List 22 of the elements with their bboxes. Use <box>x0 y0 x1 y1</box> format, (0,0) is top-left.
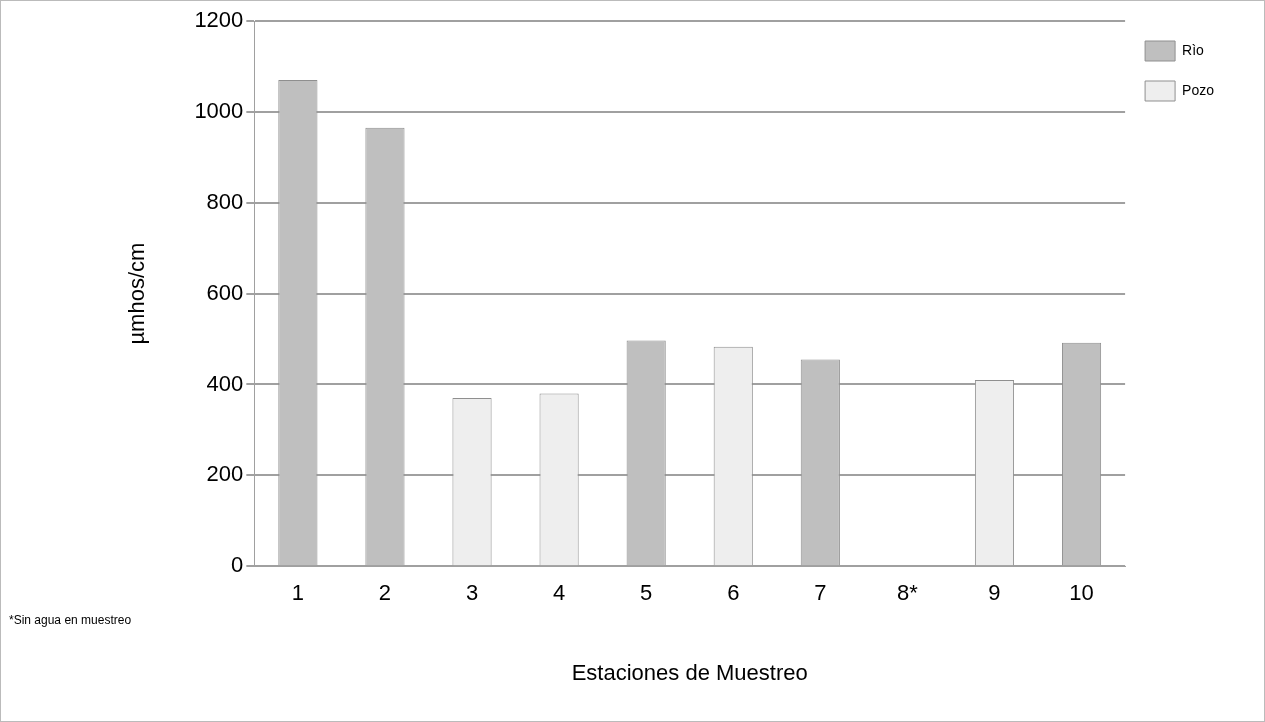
legend-label: Pozo <box>1182 81 1215 98</box>
y-tick-label: 600 <box>206 279 244 305</box>
x-tick-label: 4 <box>552 580 566 606</box>
x-tick-label: 3 <box>465 580 479 606</box>
x-tick-label: 9 <box>988 580 1001 606</box>
y-tick-label: 0 <box>231 552 244 578</box>
y-tick-label: 800 <box>206 188 244 214</box>
text: *Sin agua en muestreo <box>9 613 132 627</box>
x-tick-label: 8* <box>897 580 919 606</box>
y-axis-title: µmhos/cm <box>124 242 150 345</box>
y-tick-label: 1000 <box>194 97 244 123</box>
x-tick-label: 5 <box>640 580 653 606</box>
y-tick-label: 1200 <box>194 7 244 33</box>
x-tick-label: 10 <box>1069 580 1094 606</box>
x-tick-label: 2 <box>378 580 392 606</box>
y-tick-label: 400 <box>206 370 244 396</box>
x-tick-label: 6 <box>727 580 740 606</box>
x-tick-label: 7 <box>814 580 827 606</box>
x-axis-title: Estaciones de Muestreo <box>571 659 808 685</box>
y-tick-label: 200 <box>206 461 244 487</box>
legend-label: Rìo <box>1182 41 1205 58</box>
x-tick-label: 1 <box>291 580 304 606</box>
